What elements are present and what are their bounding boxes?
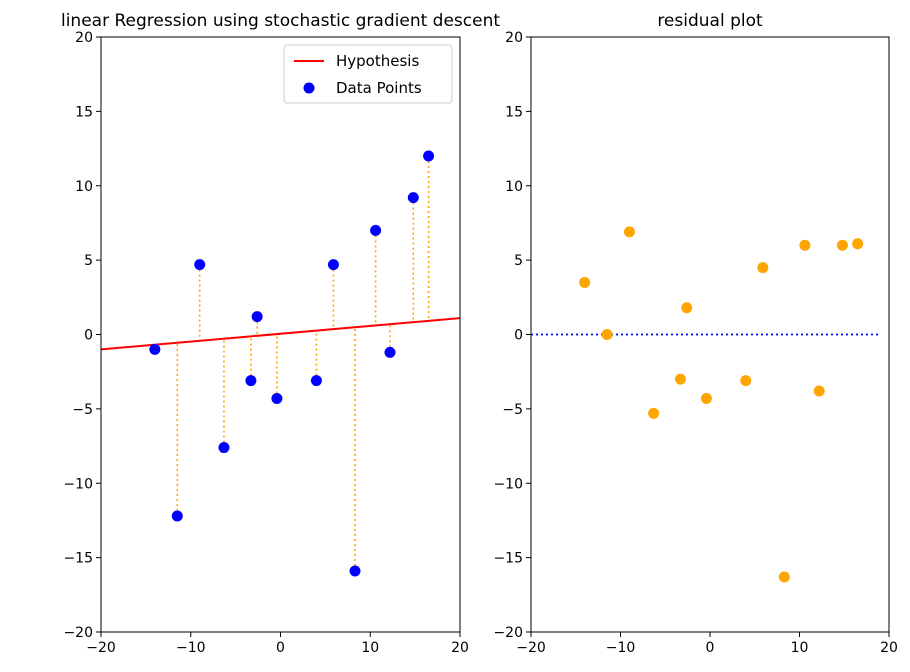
x-tick-label: 0 <box>276 640 285 656</box>
x-tick-label: 0 <box>706 640 715 656</box>
data-point <box>370 224 382 236</box>
data-point <box>423 150 435 162</box>
chart-title: residual plot <box>657 11 763 31</box>
hypothesis-line <box>101 317 460 351</box>
data-point <box>740 375 752 387</box>
y-tick-label: 15 <box>75 104 93 120</box>
y-tick-label: −20 <box>63 625 93 641</box>
x-tick-label: 20 <box>880 640 898 656</box>
data-point <box>194 259 206 271</box>
axes-frame <box>530 36 890 633</box>
y-tick-label: 0 <box>84 328 93 344</box>
data-point <box>327 259 339 271</box>
data-point <box>700 392 712 404</box>
y-tick-label: 10 <box>75 179 93 195</box>
data-point <box>149 343 161 355</box>
data-point <box>310 375 322 387</box>
data-point <box>852 238 864 250</box>
x-tick-label: −10 <box>176 640 206 656</box>
residual-panel: residual plot −20 −10 0 10 20 −20 −15 −10 −5 0 5 10 1… <box>493 11 897 656</box>
x-tick-label: 20 <box>451 640 469 656</box>
data-point <box>384 346 396 358</box>
y-tick-label: −10 <box>63 476 93 492</box>
data-point <box>251 311 263 323</box>
data-point <box>674 373 686 385</box>
data-point <box>778 571 790 583</box>
legend-label: Data Points <box>336 79 422 97</box>
data-point <box>271 392 283 404</box>
y-tick-label: 5 <box>514 253 523 269</box>
legend-swatch-marker <box>303 82 315 94</box>
x-tick-label: 10 <box>361 640 379 656</box>
y-tick-label: −5 <box>502 402 523 418</box>
data-point <box>171 510 183 522</box>
data-layer <box>531 226 881 583</box>
data-point <box>218 442 230 454</box>
x-tick-label: −20 <box>86 640 116 656</box>
legend-label: Hypothesis <box>336 52 419 70</box>
x-tick-label: −10 <box>606 640 636 656</box>
data-point <box>813 385 825 397</box>
data-point <box>799 239 811 251</box>
y-tick-label: −15 <box>63 551 93 567</box>
chart-title: linear Regression using stochastic gradi… <box>61 11 500 31</box>
data-point <box>579 276 591 288</box>
data-point <box>836 239 848 251</box>
data-point <box>601 329 613 340</box>
y-tick-label: 20 <box>75 30 93 46</box>
y-tick-label: −15 <box>493 551 523 567</box>
y-tick-label: 10 <box>505 179 523 195</box>
y-tick-label: 20 <box>505 30 523 46</box>
data-point <box>648 407 660 419</box>
y-tick-label: 15 <box>505 104 523 120</box>
data-point <box>681 302 693 314</box>
x-tick-label: −20 <box>516 640 546 656</box>
data-point <box>757 262 769 274</box>
legend-box <box>283 44 453 104</box>
x-tick-label: 10 <box>791 640 809 656</box>
y-tick-label: −10 <box>493 476 523 492</box>
y-tick-label: 5 <box>84 253 93 269</box>
data-point <box>623 226 635 238</box>
data-point <box>245 375 257 387</box>
y-tick-label: −5 <box>72 402 93 418</box>
y-tick-label: 0 <box>514 328 523 344</box>
data-point <box>407 192 419 204</box>
data-layer <box>101 150 460 577</box>
regression-panel: linear Regression using stochastic gradi… <box>61 11 500 656</box>
data-point <box>349 565 361 577</box>
y-tick-label: −20 <box>493 625 523 641</box>
